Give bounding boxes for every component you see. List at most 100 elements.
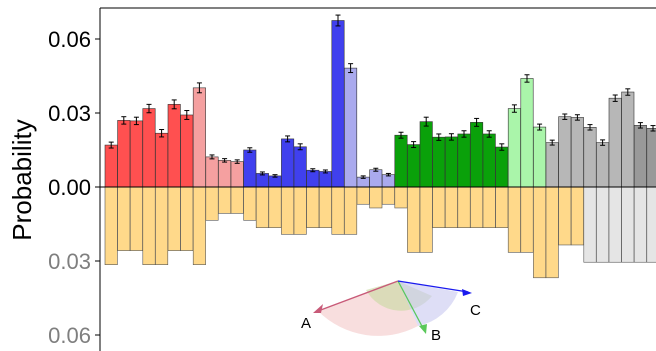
vector-c-label: C bbox=[470, 302, 481, 319]
y-tick-label-top: 0.03 bbox=[48, 101, 91, 126]
top-bar bbox=[407, 144, 421, 188]
wedge-b-c bbox=[398, 281, 458, 326]
top-bar bbox=[457, 133, 471, 188]
bottom-bar bbox=[192, 186, 206, 265]
bottom-bar bbox=[281, 186, 295, 235]
bottom-bar bbox=[293, 186, 307, 235]
vector-b-label: B bbox=[431, 327, 441, 344]
bottom-bar bbox=[470, 186, 484, 229]
top-bar bbox=[394, 134, 408, 188]
top-bar bbox=[633, 125, 647, 188]
y-axis-label: Probability bbox=[7, 119, 37, 240]
bottom-bars bbox=[104, 186, 656, 279]
top-bar bbox=[167, 104, 181, 188]
top-bar bbox=[218, 160, 232, 188]
top-bar bbox=[545, 142, 559, 188]
bottom-bar bbox=[621, 186, 635, 263]
bottom-bar bbox=[104, 186, 118, 265]
top-bar bbox=[419, 121, 433, 188]
top-bar bbox=[533, 126, 547, 188]
top-bar bbox=[192, 87, 206, 188]
vector-c-arrowhead bbox=[462, 289, 472, 296]
vector-a-arrowhead bbox=[313, 304, 323, 313]
vector-inset-diagram: A B C bbox=[301, 280, 481, 344]
top-bar bbox=[507, 108, 521, 188]
vector-b-arrowhead bbox=[419, 324, 427, 334]
bottom-bar bbox=[205, 186, 219, 221]
top-bar bbox=[142, 108, 156, 188]
top-bar bbox=[306, 169, 320, 188]
bottom-bar bbox=[255, 186, 269, 229]
bottom-bar bbox=[583, 186, 597, 263]
y-tick-label-bottom: 0.06 bbox=[48, 323, 91, 348]
top-bar bbox=[318, 171, 332, 188]
top-bar bbox=[255, 173, 269, 188]
bottom-bar bbox=[381, 186, 395, 205]
bottom-bar bbox=[142, 186, 156, 265]
bottom-bar bbox=[155, 186, 169, 265]
top-bar bbox=[520, 78, 534, 188]
top-bar bbox=[381, 174, 395, 188]
vector-b-line bbox=[397, 280, 425, 331]
vector-a-line bbox=[317, 280, 399, 312]
bottom-bar bbox=[117, 186, 131, 251]
bottom-bar bbox=[444, 186, 458, 229]
bottom-bar bbox=[218, 186, 232, 214]
y-tick-label-bottom: 0.03 bbox=[48, 249, 91, 274]
bottom-bar bbox=[495, 186, 509, 229]
top-bar bbox=[558, 116, 572, 188]
top-bar bbox=[205, 156, 219, 188]
bottom-bar bbox=[432, 186, 446, 229]
top-bar bbox=[331, 20, 345, 188]
bottom-bar bbox=[570, 186, 584, 246]
top-bar bbox=[344, 67, 358, 188]
top-bar bbox=[621, 91, 635, 188]
top-bar bbox=[570, 117, 584, 188]
bottom-bar bbox=[633, 186, 647, 263]
top-bar bbox=[180, 114, 194, 188]
top-bar bbox=[583, 127, 597, 188]
top-bar bbox=[230, 161, 244, 188]
top-bar bbox=[495, 146, 509, 188]
top-bar bbox=[243, 149, 257, 188]
y-tick-label-top: 0.06 bbox=[48, 27, 91, 52]
bottom-bar bbox=[243, 186, 257, 221]
bottom-bar bbox=[457, 186, 471, 229]
top-bar bbox=[281, 138, 295, 188]
bottom-bar bbox=[407, 186, 421, 253]
bottom-bar bbox=[369, 186, 383, 209]
bottom-bar bbox=[318, 186, 332, 229]
bottom-bar bbox=[394, 186, 408, 209]
bottom-bar bbox=[545, 186, 559, 279]
top-bars bbox=[104, 20, 656, 188]
vector-a-label: A bbox=[301, 315, 311, 332]
top-bar bbox=[482, 133, 496, 188]
bottom-bar bbox=[230, 186, 244, 214]
top-bar bbox=[608, 97, 622, 188]
bottom-bar bbox=[331, 186, 345, 235]
bottom-bar bbox=[520, 186, 534, 253]
bottom-bar bbox=[558, 186, 572, 246]
top-bar bbox=[470, 122, 484, 188]
top-bar bbox=[432, 136, 446, 188]
y-tick-label-top: 0.00 bbox=[48, 175, 91, 200]
bottom-bar bbox=[167, 186, 181, 251]
bottom-bar bbox=[419, 186, 433, 253]
bottom-bar bbox=[344, 186, 358, 235]
bottom-bar bbox=[482, 186, 496, 229]
bottom-bar bbox=[268, 186, 282, 229]
bottom-bar bbox=[306, 186, 320, 229]
top-bar bbox=[293, 146, 307, 188]
bottom-bar bbox=[596, 186, 610, 263]
top-bar bbox=[155, 132, 169, 188]
bottom-bar bbox=[180, 186, 194, 251]
bottom-bar bbox=[507, 186, 521, 253]
top-bar bbox=[444, 136, 458, 188]
top-bar bbox=[596, 142, 610, 188]
top-bar bbox=[369, 169, 383, 188]
bottom-bar bbox=[646, 186, 656, 263]
top-bar bbox=[129, 120, 143, 188]
vector-c-line bbox=[397, 280, 469, 293]
top-bar bbox=[117, 120, 131, 188]
